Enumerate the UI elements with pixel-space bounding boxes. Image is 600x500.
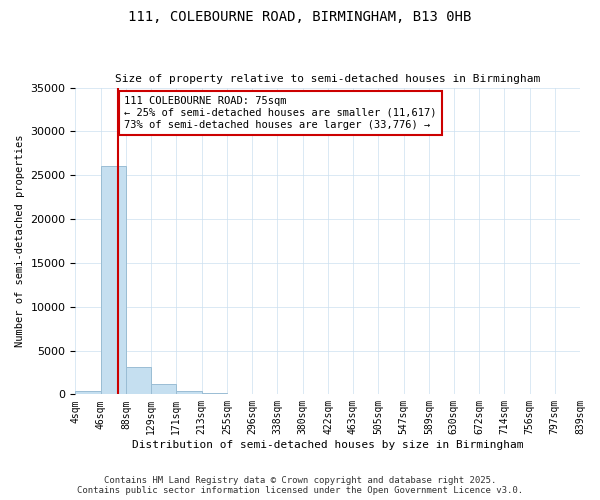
X-axis label: Distribution of semi-detached houses by size in Birmingham: Distribution of semi-detached houses by … xyxy=(132,440,523,450)
Text: 111, COLEBOURNE ROAD, BIRMINGHAM, B13 0HB: 111, COLEBOURNE ROAD, BIRMINGHAM, B13 0H… xyxy=(128,10,472,24)
Bar xyxy=(101,166,126,394)
Bar xyxy=(76,391,101,394)
Bar xyxy=(151,384,176,394)
Bar xyxy=(202,392,227,394)
Text: Contains HM Land Registry data © Crown copyright and database right 2025.
Contai: Contains HM Land Registry data © Crown c… xyxy=(77,476,523,495)
Bar xyxy=(176,391,202,394)
Title: Size of property relative to semi-detached houses in Birmingham: Size of property relative to semi-detach… xyxy=(115,74,541,84)
Y-axis label: Number of semi-detached properties: Number of semi-detached properties xyxy=(15,134,25,347)
Text: 111 COLEBOURNE ROAD: 75sqm
← 25% of semi-detached houses are smaller (11,617)
73: 111 COLEBOURNE ROAD: 75sqm ← 25% of semi… xyxy=(124,96,437,130)
Bar xyxy=(126,367,151,394)
